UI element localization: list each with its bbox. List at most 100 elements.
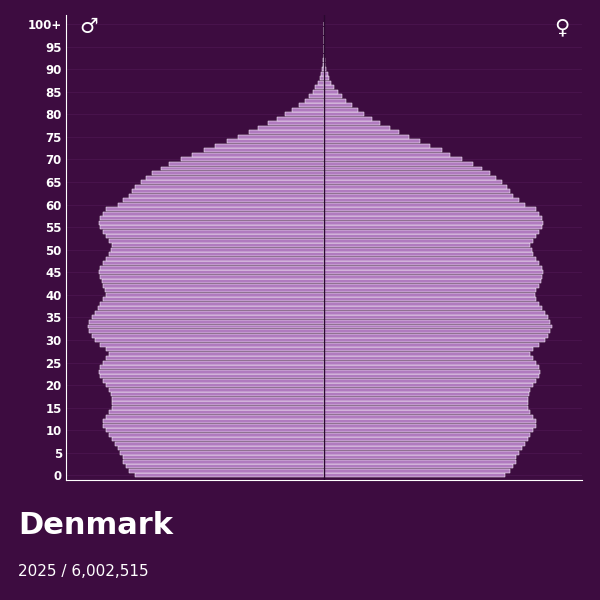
Bar: [103, 424, 324, 428]
Bar: [324, 103, 352, 107]
Bar: [324, 230, 539, 233]
Bar: [324, 225, 542, 229]
Bar: [203, 148, 324, 152]
Bar: [129, 194, 324, 197]
Bar: [124, 460, 324, 464]
Bar: [100, 275, 324, 279]
Bar: [238, 135, 324, 139]
Bar: [324, 121, 380, 125]
Bar: [324, 76, 329, 80]
Bar: [99, 370, 324, 374]
Bar: [324, 126, 390, 130]
Bar: [106, 234, 324, 238]
Bar: [324, 271, 543, 274]
Bar: [324, 257, 536, 261]
Bar: [324, 130, 398, 134]
Bar: [324, 194, 513, 197]
Bar: [324, 311, 545, 315]
Bar: [161, 167, 324, 170]
Bar: [92, 316, 324, 319]
Bar: [324, 437, 527, 442]
Bar: [322, 67, 324, 71]
Bar: [324, 473, 505, 478]
Bar: [324, 428, 533, 433]
Bar: [324, 410, 530, 414]
Bar: [324, 266, 542, 270]
Bar: [324, 58, 325, 62]
Bar: [324, 442, 524, 446]
Bar: [89, 320, 324, 324]
Bar: [112, 437, 324, 442]
Bar: [324, 67, 326, 71]
Bar: [324, 446, 522, 451]
Bar: [324, 401, 527, 405]
Bar: [121, 451, 324, 455]
Bar: [324, 189, 511, 193]
Bar: [103, 361, 324, 365]
Bar: [95, 311, 324, 315]
Bar: [324, 72, 328, 76]
Bar: [324, 455, 516, 460]
Bar: [277, 117, 324, 121]
Bar: [324, 302, 539, 306]
Bar: [324, 356, 533, 360]
Bar: [324, 176, 496, 179]
Bar: [324, 397, 527, 401]
Bar: [100, 216, 324, 220]
Bar: [324, 464, 513, 469]
Bar: [100, 365, 324, 369]
Bar: [324, 424, 536, 428]
Bar: [103, 298, 324, 301]
Bar: [99, 271, 324, 274]
Bar: [227, 139, 324, 143]
Bar: [106, 356, 324, 360]
Bar: [324, 94, 342, 98]
Bar: [324, 90, 338, 94]
Bar: [103, 230, 324, 233]
Bar: [101, 280, 324, 283]
Bar: [324, 252, 533, 256]
Bar: [324, 352, 530, 356]
Bar: [324, 112, 364, 116]
Bar: [324, 383, 533, 387]
Bar: [103, 284, 324, 288]
Bar: [324, 62, 325, 67]
Bar: [106, 383, 324, 387]
Bar: [324, 262, 539, 265]
Bar: [324, 81, 331, 85]
Bar: [324, 329, 550, 333]
Bar: [135, 473, 324, 478]
Bar: [299, 103, 324, 107]
Bar: [324, 171, 490, 175]
Bar: [129, 469, 324, 473]
Bar: [92, 334, 324, 338]
Bar: [135, 185, 324, 188]
Bar: [106, 347, 324, 351]
Bar: [324, 325, 551, 328]
Bar: [323, 58, 324, 62]
Bar: [112, 401, 324, 405]
Bar: [324, 347, 533, 351]
Bar: [112, 243, 324, 247]
Bar: [324, 289, 536, 292]
Bar: [324, 212, 539, 215]
Bar: [324, 139, 420, 143]
Bar: [313, 90, 324, 94]
Bar: [324, 243, 530, 247]
Bar: [88, 325, 324, 328]
Bar: [324, 207, 536, 211]
Bar: [181, 157, 324, 161]
Bar: [99, 221, 324, 224]
Bar: [305, 99, 324, 103]
Bar: [111, 392, 324, 396]
Bar: [132, 189, 324, 193]
Bar: [106, 207, 324, 211]
Bar: [324, 320, 550, 324]
Bar: [316, 85, 324, 89]
Bar: [324, 221, 543, 224]
Bar: [100, 343, 324, 347]
Bar: [112, 397, 324, 401]
Bar: [118, 446, 324, 451]
Bar: [292, 108, 324, 112]
Bar: [109, 352, 324, 356]
